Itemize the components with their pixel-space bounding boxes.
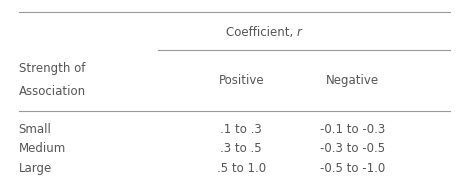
Text: .3 to .5: .3 to .5 bbox=[220, 142, 262, 155]
Text: Strength of: Strength of bbox=[19, 62, 85, 75]
Text: -0.1 to -0.3: -0.1 to -0.3 bbox=[319, 122, 384, 136]
Text: Small: Small bbox=[19, 122, 51, 136]
Text: Positive: Positive bbox=[218, 74, 263, 87]
Text: -0.3 to -0.5: -0.3 to -0.5 bbox=[319, 142, 384, 155]
Text: r: r bbox=[296, 25, 301, 39]
Text: Negative: Negative bbox=[325, 74, 378, 87]
Text: Coefficient,: Coefficient, bbox=[225, 25, 296, 39]
Text: .5 to 1.0: .5 to 1.0 bbox=[216, 162, 265, 175]
Text: -0.5 to -1.0: -0.5 to -1.0 bbox=[319, 162, 384, 175]
Text: Association: Association bbox=[19, 85, 86, 98]
Text: Large: Large bbox=[19, 162, 52, 175]
Text: Medium: Medium bbox=[19, 142, 66, 155]
Text: .1 to .3: .1 to .3 bbox=[220, 122, 262, 136]
